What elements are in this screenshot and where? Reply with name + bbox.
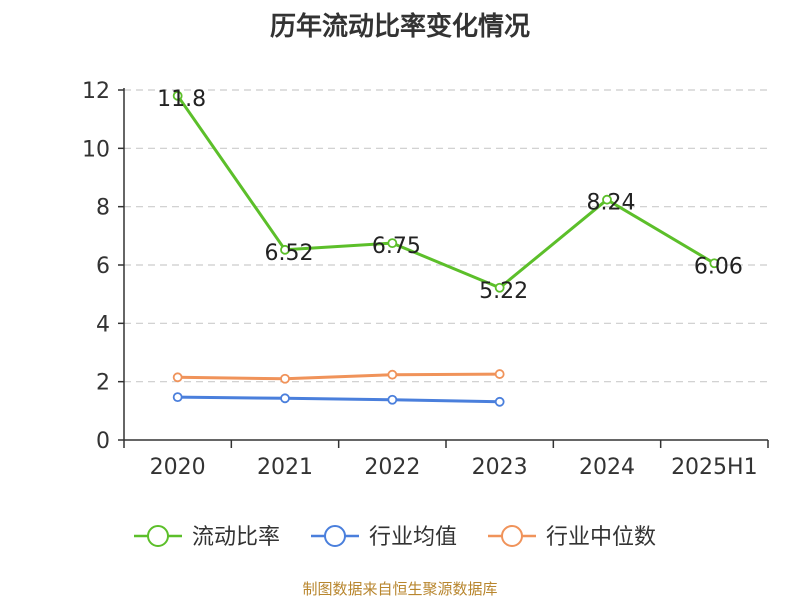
data-point — [172, 392, 183, 403]
legend-label: 行业中位数 — [546, 525, 656, 550]
y-tick-label: 8 — [96, 196, 110, 221]
data-point — [494, 396, 505, 407]
x-tick-label: 2022 — [364, 455, 420, 480]
legend-label: 流动比率 — [192, 525, 280, 550]
data-label: 8.24 — [587, 191, 636, 216]
x-tick-label: 2023 — [472, 455, 528, 480]
data-point — [280, 244, 290, 255]
series-line-0 — [176, 94, 716, 290]
data-point — [494, 369, 505, 379]
data-label: 5.22 — [479, 279, 528, 304]
series-line-1 — [177, 395, 500, 404]
y-tick-label: 2 — [96, 371, 110, 396]
y-tick-label: 10 — [82, 137, 110, 162]
data-point — [280, 393, 290, 404]
data-label: 6.52 — [265, 241, 314, 266]
legend-marker — [147, 525, 169, 547]
legend-label: 行业均值 — [369, 525, 457, 550]
data-point — [387, 369, 398, 380]
data-label: 6.06 — [694, 254, 743, 279]
x-tick-label: 2025H1 — [671, 455, 758, 480]
x-tick-label: 2021 — [257, 455, 313, 480]
x-tick-label: 2020 — [150, 455, 206, 480]
data-point — [280, 373, 290, 384]
data-point — [494, 282, 505, 293]
legend-marker — [324, 525, 346, 547]
x-tick-label: 2024 — [579, 455, 635, 480]
chart-title: 历年流动比率变化情况 — [269, 12, 530, 42]
y-tick-label: 12 — [82, 79, 110, 104]
data-point — [709, 258, 720, 269]
data-point — [172, 90, 183, 101]
data-point — [172, 372, 183, 383]
series-line-2 — [177, 372, 500, 381]
data-point — [387, 238, 398, 249]
data-point — [387, 394, 398, 405]
legend-marker — [501, 525, 523, 547]
y-tick-label: 4 — [96, 312, 110, 337]
source-footer: 制图数据来自恒生聚源数据库 — [302, 580, 498, 598]
data-label: 6.75 — [372, 234, 421, 259]
data-label: 11.8 — [157, 87, 206, 112]
data-point — [602, 194, 612, 205]
y-tick-label: 0 — [96, 429, 110, 454]
y-tick-label: 6 — [96, 254, 110, 279]
